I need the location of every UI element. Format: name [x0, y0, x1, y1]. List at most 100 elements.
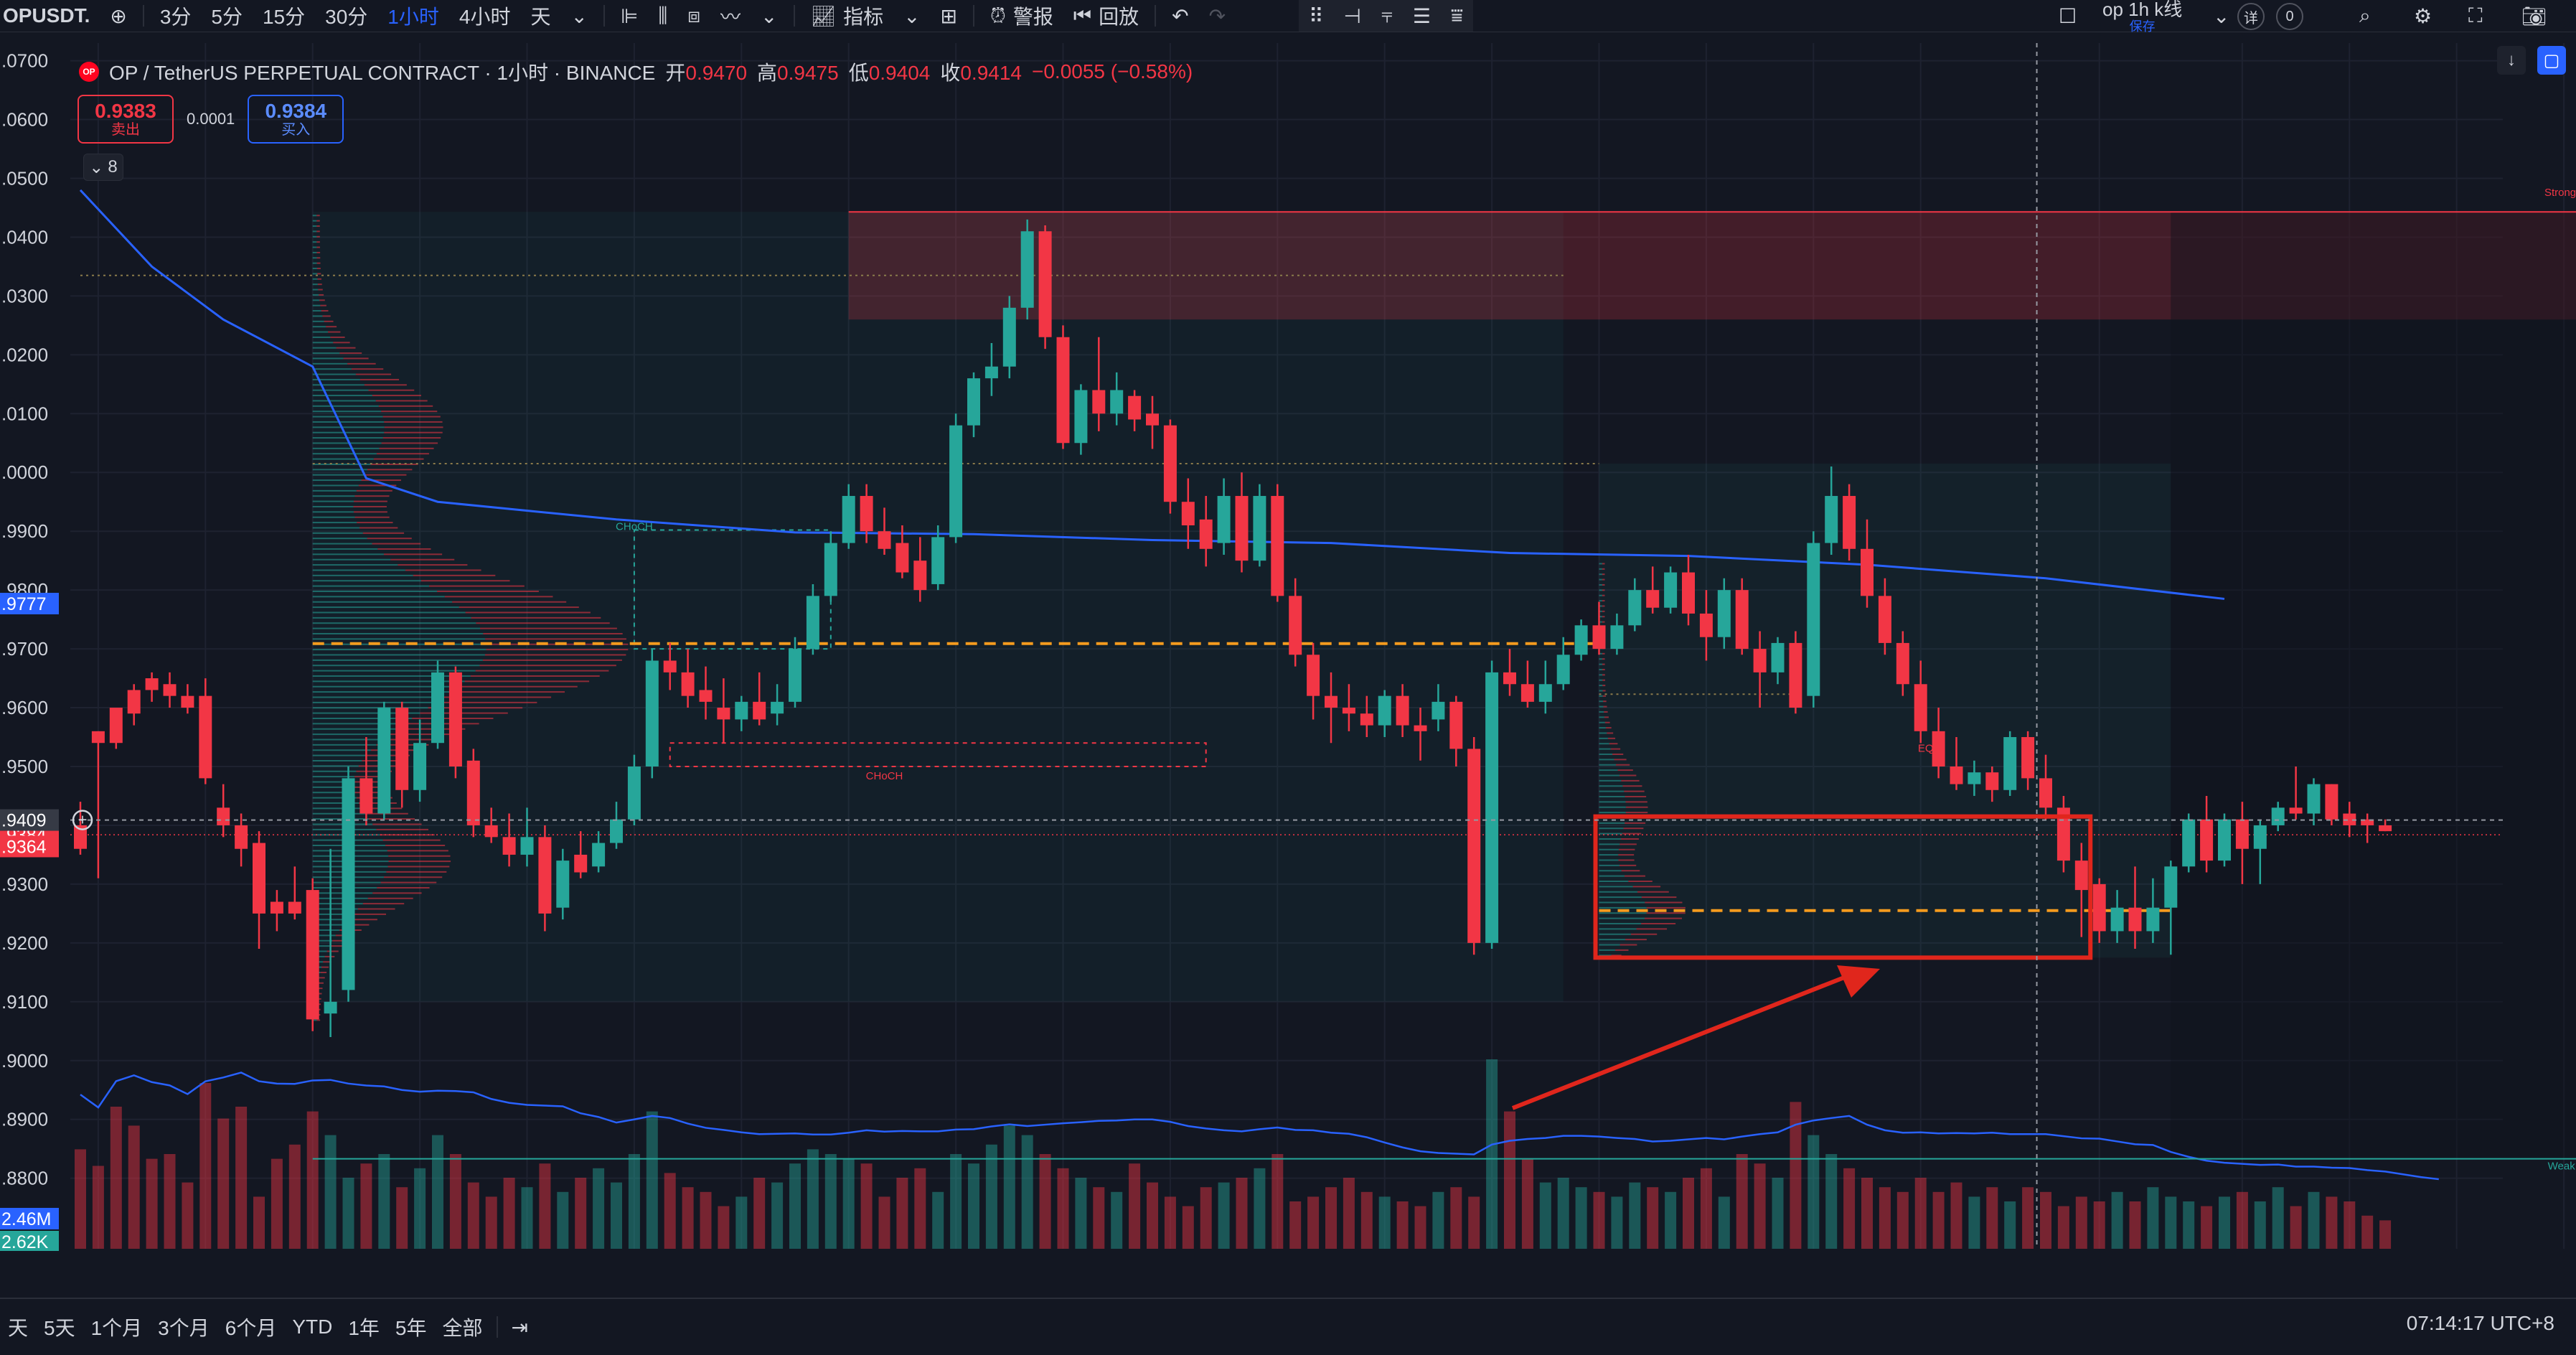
drag-handle-icon[interactable]: ⠿: [1299, 0, 1334, 32]
profile-bin-sell: [1625, 806, 1648, 808]
goto-date-icon[interactable]: ⇥: [511, 1316, 528, 1338]
chart-label: Weak Low: [2548, 1160, 2576, 1172]
layout-checkbox-icon[interactable]: ☐: [2059, 4, 2077, 27]
templates-icon[interactable]: ⊞: [940, 4, 958, 27]
add-alert-plus-icon: [72, 810, 93, 830]
scroll-to-latest-icon[interactable]: ↓: [2497, 46, 2526, 75]
interval-30m[interactable]: 30分: [325, 6, 368, 28]
profile-bin-buy: [312, 489, 357, 492]
indicators-collapse-toggle[interactable]: ⌄ 8: [83, 154, 123, 181]
chart-label: EQH: [1918, 743, 1942, 755]
profile-bin-buy: [312, 712, 420, 714]
parallel-channel-icon[interactable]: ⩸: [1440, 0, 1473, 32]
profile-bin-sell: [375, 400, 428, 402]
interval-1d[interactable]: 天: [530, 6, 551, 28]
auto-scale-icon[interactable]: ▢: [2537, 46, 2566, 75]
candle-body: [342, 778, 355, 990]
profile-bin-buy: [1599, 838, 1621, 840]
long-position-icon[interactable]: ⊣: [1333, 0, 1371, 32]
utc-clock[interactable]: 07:14:17 UTC+8: [2406, 1312, 2554, 1334]
chevron-down-icon[interactable]: ⌄: [2213, 4, 2230, 27]
buy-button[interactable]: 0.9384 买入: [248, 95, 344, 144]
profile-bin-buy: [312, 347, 337, 349]
profile-bin-buy: [1599, 801, 1626, 803]
profile-bin-buy: [312, 251, 317, 253]
range-all[interactable]: 全部: [442, 1317, 483, 1339]
volume-bar: [1896, 1191, 1909, 1249]
range-3m[interactable]: 3个月: [158, 1317, 210, 1339]
range-1d[interactable]: 天: [8, 1317, 29, 1339]
profile-bin-buy: [312, 220, 317, 222]
range-6m[interactable]: 6个月: [225, 1317, 277, 1339]
pitchfork-icon[interactable]: ☰: [1402, 0, 1441, 32]
profile-bin-buy: [312, 754, 367, 756]
layout-name-group[interactable]: op 1h k线 保存: [2102, 0, 2182, 33]
profile-bin-buy: [312, 543, 372, 545]
zero-button[interactable]: 0: [2276, 3, 2303, 30]
profile-bin-buy: [312, 574, 413, 576]
candle-body: [2325, 784, 2338, 820]
range-ytd[interactable]: YTD: [292, 1316, 333, 1338]
volume-bar: [324, 1135, 337, 1249]
camera-icon[interactable]: 📷︎: [2521, 4, 2547, 27]
profile-bin-buy: [312, 786, 354, 788]
chevron-down-icon[interactable]: ⌄: [903, 4, 921, 27]
fib-tool-icon[interactable]: ⫧: [1371, 0, 1403, 32]
gear-icon[interactable]: ⚙︎: [2414, 4, 2432, 27]
sell-button[interactable]: 0.9383 卖出: [77, 95, 174, 144]
profile-bin-buy: [312, 246, 317, 248]
profile-bin-buy: [1599, 822, 1625, 824]
profile-bin-buy: [312, 929, 340, 932]
range-5d[interactable]: 5天: [44, 1317, 75, 1339]
range-1y[interactable]: 1年: [348, 1317, 380, 1339]
redo-icon[interactable]: ↷: [1208, 4, 1226, 27]
alert-button[interactable]: ⏰︎ 警报: [980, 0, 1063, 32]
candle-body: [610, 819, 623, 843]
volume-bar: [1504, 1111, 1515, 1249]
interval-15m[interactable]: 15分: [262, 6, 306, 28]
candle-body: [74, 825, 87, 849]
candle-body: [1020, 231, 1034, 308]
symbol-search[interactable]: OPUSDT.: [3, 4, 90, 27]
line-style-icon[interactable]: 〰: [720, 6, 741, 28]
range-5y[interactable]: 5年: [395, 1317, 427, 1339]
profile-bin-buy: [312, 616, 471, 619]
profile-bin-sell: [444, 596, 553, 598]
profile-bin-sell: [436, 701, 537, 703]
price-tick-label: .0200: [1, 344, 48, 365]
profile-bin-sell: [355, 373, 392, 375]
profile-bin-sell: [387, 850, 448, 852]
range-1m[interactable]: 1个月: [90, 1317, 143, 1339]
candle-style-icon[interactable]: ⫼: [658, 4, 668, 27]
profile-bin-buy: [1599, 812, 1626, 814]
profile-bin-sell: [316, 246, 320, 248]
volume-bar: [2201, 1206, 2213, 1249]
legend-title[interactable]: OP / TetherUS PERPETUAL CONTRACT · 1小时 ·…: [109, 62, 656, 84]
interval-4h[interactable]: 4小时: [459, 6, 511, 28]
volume-bar: [2183, 1201, 2195, 1249]
search-icon[interactable]: ⌕: [2359, 4, 2371, 27]
detail-button[interactable]: 详: [2237, 3, 2265, 30]
profile-bin-sell: [330, 336, 345, 338]
profile-bin-sell: [353, 505, 387, 507]
hollow-candle-icon[interactable]: ⧈: [687, 4, 701, 27]
interval-5m[interactable]: 5分: [211, 6, 243, 28]
profile-bin-sell: [475, 670, 609, 672]
undo-icon[interactable]: ↶: [1172, 4, 1189, 27]
candle-body: [359, 778, 373, 814]
chevron-down-icon[interactable]: ⌄: [761, 4, 778, 27]
chart-area[interactable]: CHoCH CHoCH EQH Strong High Weak Low + .0700…: [0, 33, 2576, 1293]
interval-3m[interactable]: 3分: [159, 6, 192, 28]
profile-bin-sell: [428, 707, 523, 709]
interval-1h[interactable]: 1小时: [387, 6, 439, 28]
bar-style-icon[interactable]: ⊫: [620, 4, 639, 27]
candlestick-chart[interactable]: CHoCH CHoCH EQH Strong High Weak Low + .0700…: [0, 33, 2576, 1293]
fullscreen-icon[interactable]: ⛶: [2468, 4, 2483, 27]
profile-bin-buy: [312, 505, 354, 507]
indicators-button[interactable]: 📈︎ 指标: [801, 0, 894, 32]
profile-bin-buy: [1599, 949, 1616, 951]
replay-button[interactable]: ⏮︎ 回放: [1063, 0, 1149, 32]
chevron-down-icon[interactable]: ⌄: [570, 4, 588, 27]
compare-add-icon[interactable]: ⊕: [110, 4, 127, 27]
candle-body: [860, 496, 873, 532]
